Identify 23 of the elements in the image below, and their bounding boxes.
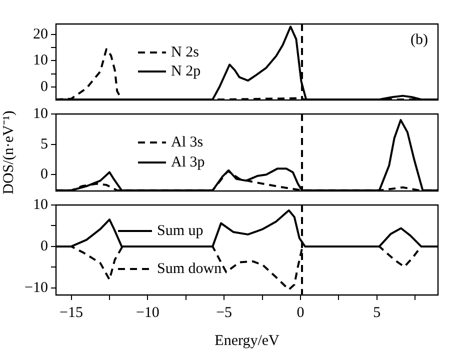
y-tick-label: −10 [24,280,48,296]
legend-label: N 2p [171,63,201,80]
y-tick-label: 0 [40,166,48,183]
x-tick-label: 5 [373,304,381,321]
y-tick-label: 20 [33,26,48,42]
y-tick-label: 5 [40,136,48,152]
legend-label: Sum down [157,260,222,277]
legend-label: N 2s [171,44,200,60]
y-tick-label: 10 [33,196,48,213]
x-tick-label: −10 [136,304,160,321]
y-axis-title: DOS/(n·eV⁻¹) [0,110,17,194]
x-tick-label: 0 [296,304,304,321]
x-tick-label: −15 [60,304,84,321]
legend-label: Al 3s [171,134,204,150]
y-tick-label: 10 [33,52,48,69]
legend-label: Al 3p [171,154,205,170]
annotation: (b) [410,32,428,48]
legend-label: Sum up [157,222,204,239]
x-axis-title: Energy/eV [214,332,280,349]
y-tick-label: 0 [40,238,48,254]
x-tick-label: −5 [216,304,232,321]
y-tick-label: 0 [40,78,48,95]
y-tick-label: 10 [33,106,48,122]
